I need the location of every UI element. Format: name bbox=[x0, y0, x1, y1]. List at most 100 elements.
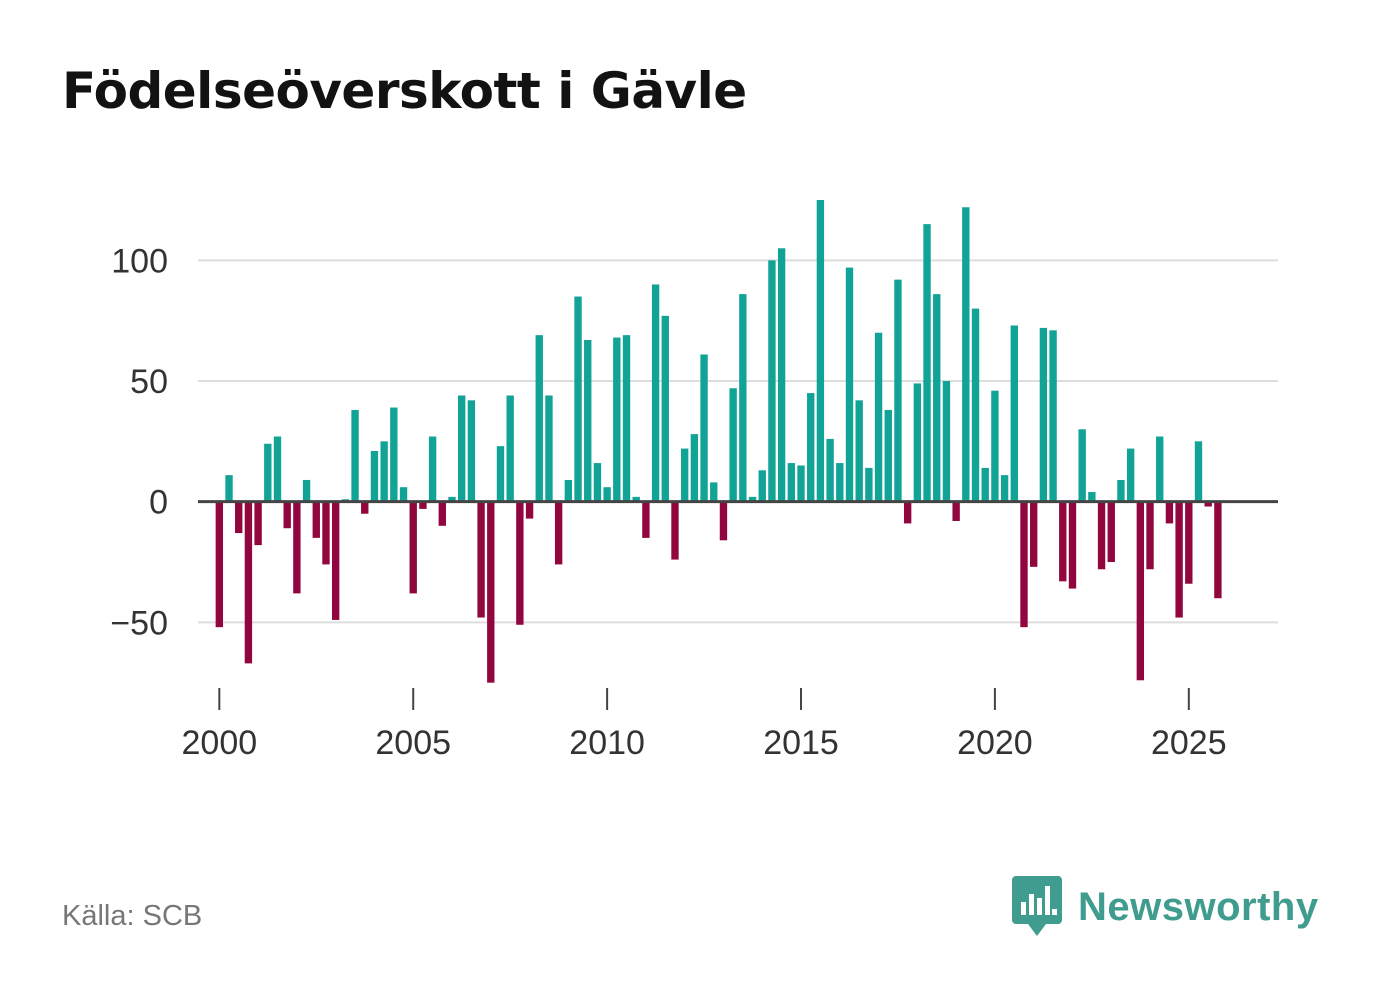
bar-negative bbox=[293, 501, 301, 594]
bar-positive bbox=[748, 496, 757, 502]
bar-positive bbox=[603, 487, 611, 502]
bar-positive bbox=[622, 335, 631, 502]
bar-positive bbox=[981, 467, 989, 502]
bar-negative bbox=[671, 501, 679, 560]
bar-negative bbox=[516, 501, 524, 625]
bar-positive bbox=[1194, 441, 1203, 502]
x-tick-label: 2020 bbox=[957, 724, 1033, 762]
bar-negative bbox=[1030, 501, 1038, 567]
bar-positive bbox=[661, 315, 669, 502]
bar-positive bbox=[884, 409, 892, 502]
bar-negative bbox=[1185, 501, 1193, 584]
bar-negative bbox=[254, 501, 262, 546]
bar-positive bbox=[574, 296, 582, 502]
bar-positive bbox=[380, 441, 388, 502]
bar-positive bbox=[962, 207, 970, 502]
bar-negative bbox=[331, 501, 340, 620]
bar-positive bbox=[739, 294, 747, 502]
bar-positive bbox=[855, 400, 863, 502]
bar-positive bbox=[390, 407, 398, 502]
x-tick-label: 2015 bbox=[763, 724, 839, 762]
bar-negative bbox=[283, 501, 291, 529]
bar-positive bbox=[545, 395, 553, 502]
bar-positive bbox=[865, 467, 873, 502]
bar-positive bbox=[467, 400, 476, 502]
newsworthy-logo-icon bbox=[1012, 876, 1062, 936]
bar-negative bbox=[952, 501, 960, 521]
bar-positive bbox=[535, 335, 543, 502]
bar-negative bbox=[1175, 501, 1183, 618]
bar-positive bbox=[1117, 479, 1125, 502]
bar-positive bbox=[1049, 330, 1057, 502]
bar-positive bbox=[264, 443, 272, 502]
y-tick-label: 50 bbox=[130, 363, 168, 401]
bar-positive bbox=[1078, 429, 1086, 502]
bar-negative bbox=[438, 501, 446, 526]
bar-positive bbox=[506, 395, 514, 502]
bar-negative bbox=[1165, 501, 1174, 524]
bar-positive bbox=[874, 332, 883, 502]
grid-layer bbox=[198, 259, 1278, 624]
y-tick-label: −50 bbox=[110, 604, 168, 642]
bar-negative bbox=[525, 501, 534, 519]
chart-title: Födelseöverskott i Gävle bbox=[62, 62, 747, 120]
y-tick-label: 0 bbox=[149, 484, 168, 522]
bar-negative bbox=[1097, 501, 1106, 570]
bar-positive bbox=[448, 496, 456, 502]
bar-positive bbox=[496, 446, 505, 502]
bar-negative bbox=[487, 501, 495, 683]
bar-positive bbox=[351, 409, 359, 502]
bar-positive bbox=[942, 381, 951, 502]
bar-negative bbox=[409, 501, 417, 594]
bar-positive bbox=[399, 487, 408, 502]
bar-positive bbox=[370, 451, 379, 502]
bar-positive bbox=[923, 224, 931, 502]
bar-negative bbox=[1107, 501, 1115, 563]
bar-positive bbox=[651, 284, 660, 502]
bar-positive bbox=[816, 200, 825, 502]
axis-layer: 100 50 0 −50 2000 2005 2010 2015 2020 2025 bbox=[110, 242, 1278, 762]
bar-positive bbox=[225, 475, 233, 502]
bar-negative bbox=[1068, 501, 1077, 589]
brand-name: Newsworthy bbox=[1078, 884, 1319, 929]
bar-positive bbox=[710, 482, 718, 502]
bar-negative bbox=[419, 501, 427, 509]
bar-positive bbox=[690, 434, 699, 502]
bar-positive bbox=[584, 339, 592, 502]
bar-negative bbox=[719, 501, 728, 541]
bar-positive bbox=[971, 308, 980, 502]
bar-layer bbox=[215, 200, 1222, 683]
bar-negative bbox=[312, 501, 320, 538]
bar-positive bbox=[613, 337, 621, 502]
bar-positive bbox=[458, 395, 466, 502]
bar-negative bbox=[1136, 501, 1145, 681]
x-tick-label: 2000 bbox=[182, 724, 258, 762]
bar-positive bbox=[933, 294, 941, 502]
bar-negative bbox=[244, 501, 253, 664]
bar-negative bbox=[903, 501, 912, 524]
x-tick-label: 2010 bbox=[569, 724, 645, 762]
bar-positive bbox=[632, 496, 640, 502]
source-note: Källa: SCB bbox=[62, 900, 203, 932]
bar-negative bbox=[642, 501, 650, 538]
bar-negative bbox=[361, 501, 369, 514]
bar-positive bbox=[428, 436, 437, 502]
bar-negative bbox=[322, 501, 330, 565]
bar-negative bbox=[1146, 501, 1154, 570]
bar-positive bbox=[768, 260, 776, 502]
bar-negative bbox=[1020, 501, 1028, 628]
x-tick-label: 2005 bbox=[375, 724, 451, 762]
bar-positive bbox=[1156, 436, 1164, 502]
bar-positive bbox=[700, 354, 708, 502]
bar-positive bbox=[680, 448, 689, 502]
x-tick-label: 2025 bbox=[1151, 724, 1227, 762]
bar-negative bbox=[1214, 501, 1222, 599]
bar-positive bbox=[777, 248, 786, 502]
bar-positive bbox=[273, 436, 282, 502]
bar-positive bbox=[836, 463, 844, 502]
bar-positive bbox=[894, 279, 902, 502]
bar-positive bbox=[564, 479, 573, 502]
bar-positive bbox=[593, 463, 602, 502]
bar-negative bbox=[477, 501, 485, 618]
